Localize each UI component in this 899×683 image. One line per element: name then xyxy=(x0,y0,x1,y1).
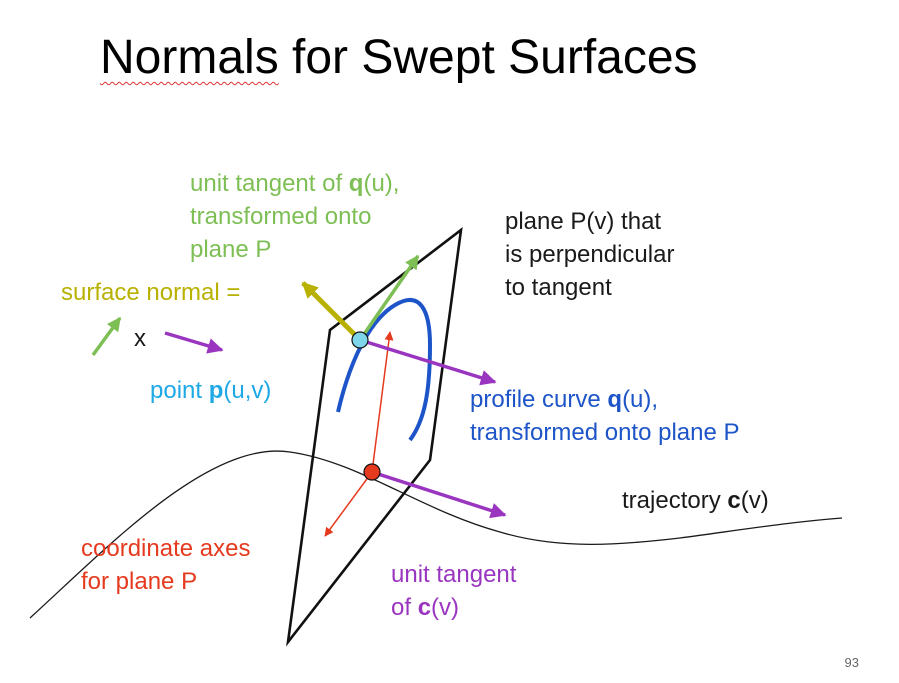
legend-purple-arrow xyxy=(164,331,224,354)
label-plane-pv: plane P(v) that is perpendicular to tang… xyxy=(505,208,675,301)
profile-curve xyxy=(336,298,433,442)
plane-p xyxy=(286,227,463,647)
surface-normal-arrow xyxy=(301,281,362,342)
unit-tangent-c-arrow xyxy=(371,470,507,519)
label-coordinate-axes: coordinate axes for plane P xyxy=(81,535,251,595)
profile-tangent-arrow xyxy=(359,338,497,386)
label-unit-tangent-q: unit tangent of q(u), transformed onto p… xyxy=(190,170,400,263)
trajectory-curve xyxy=(29,450,843,619)
plane-axis-up-arrow xyxy=(371,331,394,473)
label-point-p: point p(u,v) xyxy=(150,377,272,404)
legend-green-arrow xyxy=(91,316,122,357)
label-profile-curve: profile curve q(u), transformed onto pla… xyxy=(470,386,740,446)
unit-tangent-q-arrow xyxy=(358,254,420,341)
label-trajectory: trajectory c(v) xyxy=(622,487,769,514)
label-unit-tangent-c: unit tangent of c(v) xyxy=(391,561,517,621)
page-number: 93 xyxy=(844,655,859,670)
surface-point xyxy=(351,331,369,349)
plane-axis-down-arrow xyxy=(324,471,373,537)
label-cross-symbol: x xyxy=(134,325,146,352)
label-surface-normal: surface normal = xyxy=(61,279,241,306)
trajectory-point xyxy=(363,463,381,481)
title-rest: for Swept Surfaces xyxy=(278,31,698,84)
slide-title: Normals for Swept Surfaces xyxy=(100,30,698,85)
title-word-normals: Normals xyxy=(100,31,279,84)
